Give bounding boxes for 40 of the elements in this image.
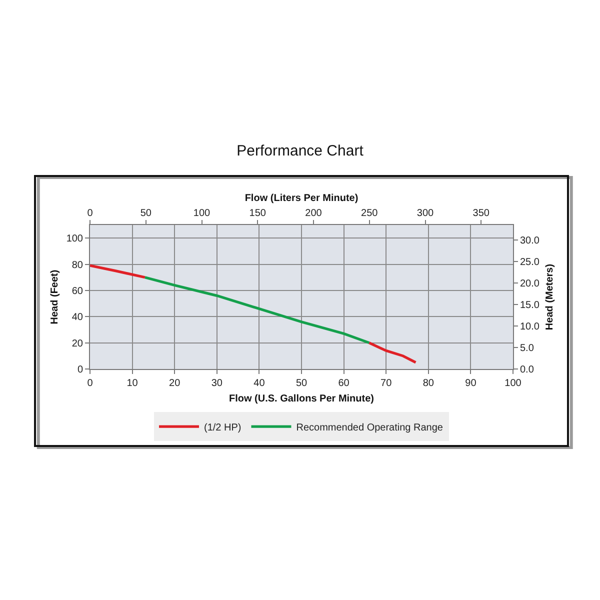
x-tick-label: 70 <box>380 378 392 389</box>
x-tick-label: 100 <box>504 378 522 389</box>
x-tick-label: 60 <box>338 378 350 389</box>
x-tick-label: 0 <box>87 378 94 389</box>
chart-title: Performance Chart <box>236 142 364 160</box>
x2-tick-label: 150 <box>249 208 266 219</box>
y2-tick-label: 25.0 <box>520 257 540 268</box>
x2-tick-label: 100 <box>193 208 211 219</box>
x-tick-label: 10 <box>126 378 138 389</box>
y2-tick-label: 30.0 <box>520 236 540 247</box>
y2-tick-label: 5.0 <box>520 343 534 354</box>
y-tick-label: 60 <box>72 286 84 297</box>
y2-tick-label: 15.0 <box>520 300 540 312</box>
x2-tick-label: 350 <box>472 208 490 219</box>
x-tick-label: 40 <box>254 378 266 389</box>
y-axis-title: Head (Feet) <box>49 270 60 324</box>
legend-label: Recommended Operating Range <box>296 422 444 434</box>
y-tick-label: 20 <box>72 338 84 350</box>
y2-tick-label: 20.0 <box>520 278 540 290</box>
x2-tick-label: 200 <box>305 208 322 219</box>
x2-axis-title: Flow (Liters Per Minute) <box>244 193 358 204</box>
x-tick-label: 50 <box>296 378 308 389</box>
y-tick-label: 80 <box>72 260 84 271</box>
x2-tick-label: 250 <box>361 208 378 219</box>
x2-tick-label: 50 <box>140 208 152 219</box>
x-tick-label: 80 <box>422 378 434 389</box>
y-tick-label: 40 <box>72 312 84 324</box>
x2-tick-label: 300 <box>416 208 434 219</box>
x-tick-label: 90 <box>465 378 477 389</box>
x-tick-label: 30 <box>211 378 223 389</box>
x-tick-label: 20 <box>169 378 181 389</box>
legend-label: (1/2 HP) <box>204 422 242 434</box>
y2-axis-title: Head (Meters) <box>544 264 556 330</box>
y2-tick-label: 10.0 <box>520 322 540 333</box>
y-tick-label: 100 <box>66 234 84 245</box>
line-series <box>144 276 370 344</box>
y-tick-label: 0 <box>77 364 84 376</box>
x2-tick-label: 0 <box>87 208 94 219</box>
x-axis-title: Flow (U.S. Gallons Per Minute) <box>228 394 374 404</box>
y2-tick-label: 0.0 <box>520 364 534 376</box>
